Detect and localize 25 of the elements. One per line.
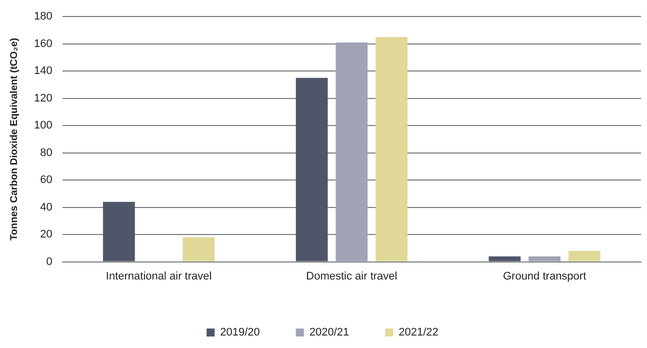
bar <box>296 78 328 262</box>
y-tick-label: 120 <box>34 92 52 104</box>
legend-label: 2019/20 <box>220 326 260 339</box>
y-tick-label: 160 <box>34 38 52 50</box>
y-tick-label: 100 <box>34 120 52 132</box>
bar <box>528 256 561 262</box>
y-axis-title: Tonnes Carbon Dioxide Equivalent (tCO₂e) <box>8 38 20 241</box>
bar <box>488 256 521 262</box>
bar <box>336 42 368 262</box>
x-tick-label: International air travel <box>106 270 212 282</box>
x-tick-label: Domestic air travel <box>306 270 398 282</box>
y-tick-label: 0 <box>46 256 52 268</box>
legend-label: 2020/21 <box>309 326 350 339</box>
bar <box>182 237 215 262</box>
y-tick-label: 20 <box>40 228 52 241</box>
legend-label: 2021/22 <box>398 326 438 339</box>
y-tick-label: 40 <box>40 201 52 214</box>
bar <box>568 250 600 262</box>
y-tick-label: 180 <box>34 10 52 23</box>
y-tick-label: 60 <box>40 174 52 186</box>
x-tick-label: Ground transport <box>502 270 586 282</box>
bar <box>102 202 135 262</box>
y-tick-label: 140 <box>34 65 52 78</box>
y-tick-label: 80 <box>40 146 52 159</box>
bar <box>376 37 408 262</box>
